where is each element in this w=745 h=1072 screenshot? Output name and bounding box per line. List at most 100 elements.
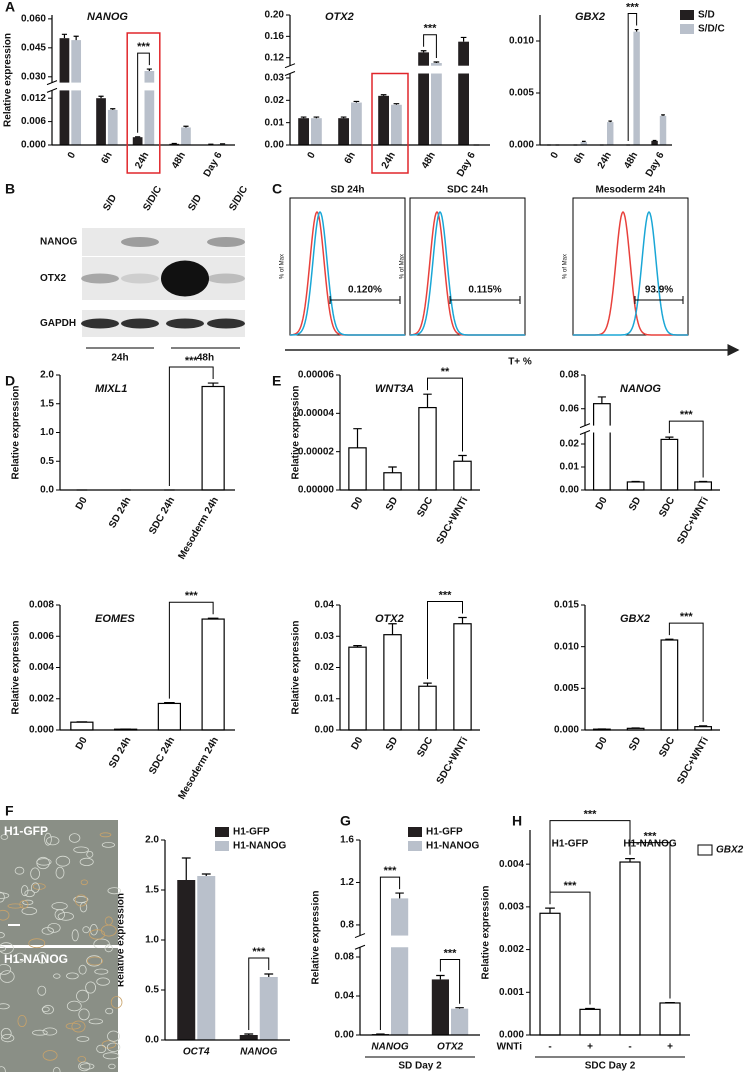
cell (65, 1022, 81, 1030)
error-bar (244, 1033, 254, 1035)
cell (86, 851, 94, 858)
bar (539, 912, 561, 1036)
x-tick-label: Mesoderm 24h (176, 495, 221, 561)
cell (0, 1028, 12, 1040)
y-tick-label: 0.03 (315, 631, 335, 642)
cell (76, 1036, 90, 1042)
x-tick-label: SD (384, 495, 400, 513)
bar (383, 634, 402, 731)
x-tick-label: 48h (170, 150, 188, 170)
cell (17, 1015, 27, 1028)
y-tick-label: 0.002 (29, 693, 54, 704)
cell (37, 951, 48, 964)
flow-curve (290, 210, 405, 336)
error-bar (436, 974, 445, 980)
bar (383, 472, 402, 491)
error-bar (699, 725, 708, 727)
y-tick-label: 0.008 (29, 600, 54, 611)
row-label: WNTi (497, 1042, 523, 1053)
bar (259, 977, 278, 1040)
cell (15, 952, 25, 963)
bar (177, 880, 196, 1040)
sig-bracket (668, 622, 704, 722)
y-tick-label: 0.004 (499, 859, 524, 870)
error-bar (608, 120, 613, 123)
chart-title: WNT3A (375, 383, 414, 395)
x-tick-label: SD 24h (107, 495, 133, 530)
legend-swatch (680, 10, 694, 20)
y-tick-label: 0.010 (509, 36, 534, 47)
y-tick-label: 0.000 (29, 725, 54, 736)
bar (181, 127, 191, 145)
group-label: H1-NANOG (623, 839, 677, 850)
bar (458, 41, 469, 145)
error-bar (665, 436, 674, 440)
lane-label: S/D/C (227, 184, 250, 213)
y-tick-label: 0.001 (499, 987, 524, 998)
legend-label: H1-NANOG (233, 841, 287, 852)
y-tick-label: 0.002 (499, 944, 524, 955)
sig-bracket (668, 420, 704, 478)
bar (431, 979, 449, 1035)
cell (55, 866, 65, 879)
bar (338, 118, 349, 145)
error-bar (423, 682, 432, 687)
error-bar (460, 36, 467, 42)
bar (453, 623, 472, 731)
axis-break-mark (284, 63, 296, 76)
cell (74, 894, 88, 907)
axis-break-gap (46, 82, 236, 91)
flow-gate-label: 0.120% (348, 285, 382, 296)
cell (42, 1027, 58, 1036)
axis-break-mark (46, 80, 58, 93)
y-tick-label: 0.00006 (298, 370, 335, 381)
y-tick-label: 1.5 (40, 398, 54, 409)
flow-gate (449, 296, 521, 304)
chart-title: NANOG (87, 11, 128, 23)
sig-bracket (137, 52, 150, 133)
panel-letter: A (5, 0, 15, 15)
y-axis-label: Relative expression (291, 386, 302, 480)
y-tick-label: 0.003 (499, 902, 524, 913)
error-bar (665, 638, 674, 640)
x-tick-label: SDC (657, 735, 677, 759)
y-tick-label: 0.01 (265, 117, 285, 128)
legend-label: S/D (698, 10, 715, 21)
lane-label: S/D/C (141, 184, 164, 213)
flow-gate (329, 296, 401, 304)
sig-bracket (627, 13, 638, 141)
cell (79, 902, 88, 913)
x-tick-label: 6h (99, 150, 114, 166)
y-tick-label: 0.16 (265, 31, 285, 42)
error-bar (207, 382, 219, 387)
flow-curve (290, 210, 405, 336)
cell (0, 970, 15, 983)
cell (110, 996, 123, 1009)
cell (101, 1040, 117, 1049)
cell (96, 1044, 107, 1054)
error-bar (458, 454, 467, 462)
cell (36, 856, 50, 870)
x-tick-label: Mesoderm 24h (176, 735, 221, 801)
y-tick-label: 0.006 (29, 631, 54, 642)
y-tick-label: 0.08 (335, 952, 355, 963)
legend-label: H1-GFP (233, 827, 270, 838)
error-bar (340, 116, 347, 119)
blot-band (161, 260, 209, 297)
x-tick-label: D0 (594, 495, 610, 512)
cell (21, 907, 38, 916)
cell (107, 1030, 120, 1042)
y-tick-label: 1.5 (145, 885, 159, 896)
error-bar (455, 1007, 464, 1009)
cell (28, 938, 46, 949)
bar (592, 403, 611, 491)
sig-bracket (427, 377, 463, 452)
bar (96, 98, 106, 145)
x-tick-label: SD 24h (107, 735, 133, 770)
x-axis-label: SDC Day 2 (585, 1061, 636, 1072)
bar (633, 31, 640, 145)
time-label: 24h (111, 353, 128, 364)
bar (579, 1008, 601, 1036)
cell (0, 891, 5, 903)
flow-gate-label: 93.9% (645, 285, 673, 296)
